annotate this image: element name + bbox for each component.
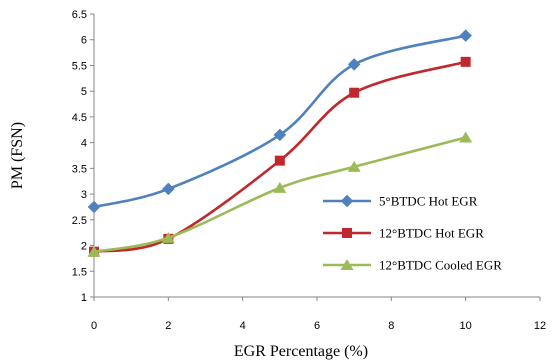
legend-marker	[342, 228, 352, 238]
data-point	[459, 131, 473, 143]
x-tick-label: 4	[240, 320, 246, 332]
y-tick-label: 6	[81, 35, 87, 47]
legend-item: 5°BTDC Hot EGR	[323, 194, 478, 209]
x-axis-title: EGR Percentage (%)	[234, 343, 368, 360]
y-tick-labels: 1 1.5 2 2.5 3 3.5 4 4.5 5 5.5 6 6.5	[72, 9, 94, 304]
data-point	[347, 58, 361, 71]
data-point	[349, 87, 360, 98]
y-tick-label: 5	[81, 86, 87, 98]
x-tick-label: 0	[91, 320, 97, 332]
legend-label: 5°BTDC Hot EGR	[379, 194, 478, 209]
legend-marker	[340, 194, 354, 208]
data-point	[87, 200, 101, 214]
x-tick-label: 6	[314, 320, 320, 332]
x-tick-label: 8	[388, 320, 394, 332]
y-tick-label: 5.5	[72, 60, 87, 72]
data-point	[274, 155, 285, 166]
y-tick-label: 3	[81, 189, 87, 201]
x-tick-label: 10	[460, 320, 472, 332]
y-tick-label: 1.5	[72, 266, 87, 278]
y-axis-title: PM (FSN)	[9, 122, 26, 189]
series-1	[87, 29, 473, 214]
data-point	[347, 160, 361, 172]
y-tick-label: 2	[81, 241, 87, 253]
series-3	[87, 131, 473, 257]
y-tick-label: 4.5	[72, 112, 87, 124]
series-line	[93, 34, 467, 209]
legend-label: 12°BTDC Cooled EGR	[379, 258, 502, 273]
y-tick-label: 4	[81, 138, 87, 150]
legend-label: 12°BTDC Hot EGR	[379, 226, 484, 241]
series-lines	[87, 29, 473, 257]
y-tick-label: 2.5	[72, 215, 87, 227]
legend-marker	[340, 259, 354, 270]
data-point	[87, 245, 101, 257]
x-tick-label: 2	[165, 320, 171, 332]
axes	[93, 14, 540, 298]
data-point	[273, 181, 287, 193]
legend-item: 12°BTDC Cooled EGR	[323, 258, 502, 273]
legend-item: 12°BTDC Hot EGR	[323, 226, 484, 241]
x-tick-labels: 0 2 4 6 8 10 12	[91, 297, 546, 332]
data-point	[459, 29, 473, 42]
data-point	[161, 231, 175, 243]
data-point	[460, 56, 471, 67]
data-point	[161, 182, 175, 196]
x-tick-label: 12	[534, 320, 546, 332]
data-point	[273, 128, 287, 142]
legend: 5°BTDC Hot EGR 12°BTDC Hot EGR 12°BTDC Coo…	[323, 194, 502, 273]
y-tick-label: 1	[81, 292, 87, 304]
y-tick-label: 6.5	[72, 9, 87, 21]
y-tick-label: 3.5	[72, 163, 87, 175]
